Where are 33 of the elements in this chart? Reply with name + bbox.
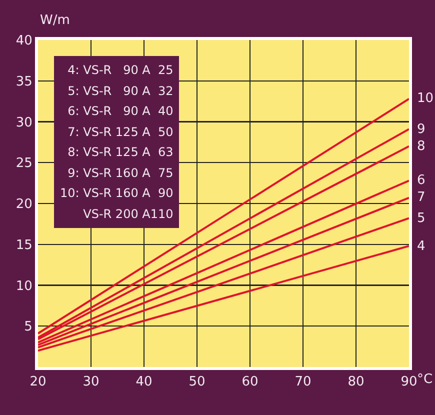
y-tick-label: 30	[16, 115, 32, 130]
x-tick-label: 80	[348, 374, 364, 390]
series-label: 7	[417, 190, 426, 205]
series-label: 10	[417, 91, 434, 106]
y-tick-label: 25	[16, 156, 32, 172]
series-label: 5	[417, 211, 426, 226]
y-tick-label: 35	[16, 74, 32, 90]
annotation: 4: VS-R 90 A 25	[66, 62, 174, 79]
x-tick-label: 60	[242, 374, 258, 390]
y-axis-title: W/m	[40, 13, 70, 28]
annotation: 10: VS-R 160 A 90	[60, 185, 174, 202]
y-tick-label: 5	[24, 320, 32, 335]
x-tick-label: 50	[188, 374, 206, 390]
series-label: 6	[417, 173, 426, 188]
annotation: 7: VS-R 125 A 50	[66, 124, 174, 140]
annotation: 8: VS-R 125 A 63	[66, 144, 174, 161]
x-tick-label: 40	[136, 374, 152, 390]
y-tick-label: 20	[16, 197, 32, 212]
x-tick-label: 30	[82, 374, 100, 390]
y-tick-label: 10	[16, 278, 32, 294]
annotation: 6: VS-R 90 A 40	[66, 103, 174, 120]
y-tick-label: 40	[16, 34, 32, 49]
annotation: 5: VS-R 90 A 32	[66, 82, 174, 100]
x-tick-label: 20	[30, 374, 46, 390]
x-axis-title: °C	[417, 372, 433, 387]
annotation: 9: VS-R 160 A 75	[66, 164, 174, 182]
series-label: 8	[417, 139, 426, 154]
x-tick-label: 90	[400, 374, 418, 390]
y-tick-label: 15	[16, 238, 32, 253]
series-label: 4	[417, 239, 426, 254]
series-label: 9	[417, 122, 426, 137]
annotation: VS-R 200 A110	[82, 206, 174, 222]
x-tick-label: 70	[294, 374, 312, 390]
